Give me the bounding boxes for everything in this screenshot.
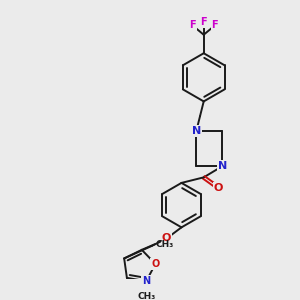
Text: F: F: [212, 20, 218, 31]
Text: F: F: [200, 17, 207, 27]
Text: O: O: [162, 233, 171, 244]
Text: N: N: [218, 161, 227, 171]
Text: N: N: [192, 126, 201, 136]
Text: CH₃: CH₃: [156, 240, 174, 249]
Text: F: F: [189, 20, 196, 31]
Text: O: O: [214, 182, 223, 193]
Text: CH₃: CH₃: [137, 292, 155, 300]
Text: O: O: [151, 259, 160, 269]
Text: N: N: [142, 276, 150, 286]
